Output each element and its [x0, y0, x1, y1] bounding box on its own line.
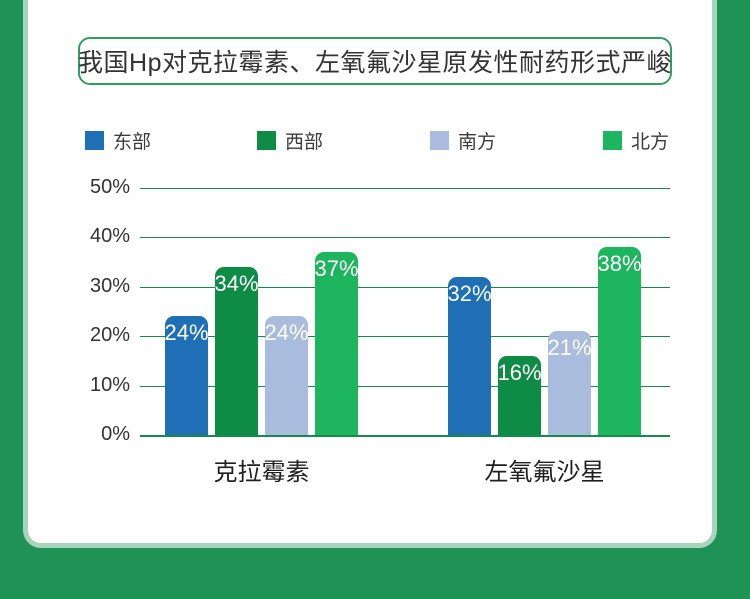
- y-tick-label: 0%: [101, 423, 130, 445]
- legend-label: 东部: [113, 132, 152, 153]
- bar-value-label: 21%: [547, 335, 592, 360]
- y-tick-label: 20%: [89, 324, 130, 347]
- bar-value-label: 24%: [164, 320, 209, 345]
- legend-swatch: [257, 131, 276, 150]
- gridline: [140, 435, 670, 437]
- legend-item: 北方: [603, 127, 669, 154]
- bar-value-label: 37%: [314, 256, 359, 281]
- y-tick-label: 10%: [89, 373, 130, 396]
- bar-value-label: 34%: [214, 271, 259, 296]
- y-tick-label: 50%: [89, 176, 130, 198]
- legend-label: 北方: [631, 132, 670, 153]
- bar-value-label: 32%: [447, 281, 492, 306]
- category-label: 左氧氟沙星: [484, 459, 605, 486]
- bar: 32%: [447, 277, 492, 435]
- legend-item: 东部: [85, 127, 151, 154]
- gridline: [140, 336, 670, 338]
- legend-swatch: [603, 131, 622, 150]
- gridline: [140, 385, 670, 387]
- bar-value-label: 24%: [264, 320, 309, 345]
- y-tick-label: 30%: [89, 274, 130, 297]
- bar: 16%: [497, 356, 542, 435]
- legend-swatch: [85, 131, 104, 150]
- y-tick-label: 40%: [89, 225, 130, 248]
- legend-label: 南方: [458, 132, 497, 153]
- gridline: [140, 188, 670, 189]
- legend-item: 西部: [257, 127, 323, 154]
- bar: 21%: [547, 331, 592, 435]
- bar: 24%: [264, 316, 309, 435]
- bar: 38%: [597, 247, 642, 435]
- chart-title: 我国Hp对克拉霉素、左氧氟沙星原发性耐药形式严峻: [78, 49, 672, 77]
- category-label: 克拉霉素: [213, 459, 310, 486]
- legend-item: 南方: [430, 127, 496, 154]
- bar: 37%: [314, 252, 359, 435]
- chart-title-box: 我国Hp对克拉霉素、左氧氟沙星原发性耐药形式严峻: [78, 37, 672, 85]
- bar-value-label: 16%: [497, 360, 542, 385]
- legend-swatch: [430, 131, 449, 150]
- bar: 34%: [214, 267, 259, 435]
- gridline: [140, 237, 670, 239]
- legend-label: 西部: [285, 132, 324, 153]
- bar: 24%: [164, 316, 209, 435]
- gridline: [140, 286, 670, 288]
- bar-value-label: 38%: [597, 251, 642, 276]
